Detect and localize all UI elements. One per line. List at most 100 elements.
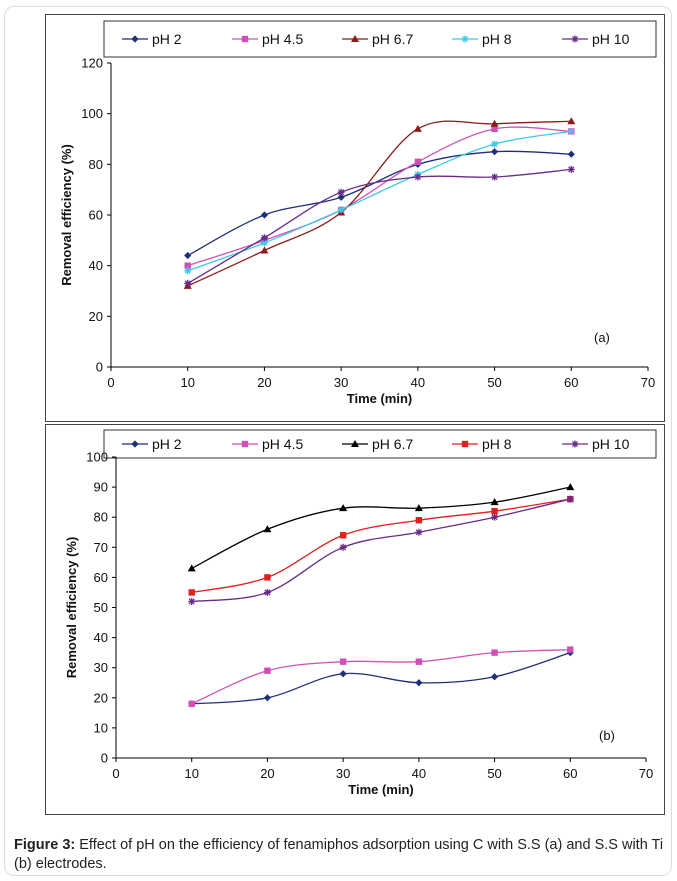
x-tick-label-b-6: 60: [563, 766, 577, 781]
panel-label-b: (b): [599, 728, 615, 743]
legend-item-a-3: pH 8: [452, 31, 512, 47]
series-line-b-4: [191, 498, 571, 603]
x-tick-label-b-0: 0: [112, 766, 119, 781]
data-point-b-1-5: [567, 646, 574, 653]
x-tick-label-a-7: 70: [641, 375, 655, 390]
data-point-a-3-2: [337, 206, 345, 214]
data-point-b-4-3: [415, 528, 423, 536]
x-tick-label-b-1: 10: [184, 766, 198, 781]
legend-marker-b-0: [131, 440, 139, 448]
data-point-b-4-2: [339, 543, 347, 551]
data-point-b-1-2: [339, 658, 347, 665]
data-point-a-4-5: [567, 165, 575, 173]
data-point-a-2-4: [490, 119, 499, 127]
legend-marker-b-1: [241, 440, 249, 448]
data-point-b-3-1: [264, 574, 271, 581]
chart-panel-a: pH 2 pH 4.5 pH 6.7 pH 8 pH 10 0 20 40 60 80 100 120…: [45, 14, 665, 422]
data-point-a-4-1: [260, 234, 268, 242]
series-line-b-0: [191, 652, 571, 705]
x-axis-title-b: Time (min): [348, 782, 414, 797]
legend-marker-a-1: [241, 35, 249, 43]
legend-marker-a-3: [461, 35, 469, 43]
series-line-b-2: [191, 486, 571, 569]
caption-label: Figure 3:: [14, 837, 76, 853]
legend-item-b-0: pH 2: [122, 436, 182, 452]
legend-marker-a-2: [351, 35, 359, 42]
data-point-b-2-2: [339, 504, 348, 512]
x-tick-label-a-2: 20: [257, 375, 271, 390]
legend-marker-b-3: [461, 440, 469, 448]
data-point-a-1-0: [184, 262, 191, 269]
x-tick-label-a-5: 50: [487, 375, 501, 390]
y-tick-label-b-3: 30: [94, 660, 108, 675]
data-point-a-3-4: [491, 140, 499, 148]
legend-label-b-1: pH 4.5: [262, 436, 303, 452]
y-tick-label-b-9: 90: [94, 480, 108, 495]
legend-label-b-3: pH 8: [482, 436, 512, 452]
y-tick-label-a-6: 120: [81, 56, 103, 71]
series-line-a-1: [187, 126, 572, 267]
x-tick-label-a-4: 40: [411, 375, 425, 390]
legend-label-b-0: pH 2: [152, 436, 182, 452]
data-point-a-3-5: [567, 127, 575, 135]
data-point-b-3-0: [188, 589, 195, 596]
x-tick-label-a-6: 60: [564, 375, 578, 390]
data-point-a-0-4: [490, 148, 499, 156]
data-point-b-1-1: [264, 667, 271, 674]
legend-label-a-3: pH 8: [482, 31, 512, 47]
data-point-a-0-2: [337, 193, 345, 201]
data-point-b-2-3: [414, 504, 423, 512]
legend-label-a-4: pH 10: [592, 31, 630, 47]
y-tick-label-a-4: 80: [89, 157, 103, 172]
y-tick-label-b-6: 60: [94, 570, 108, 585]
y-tick-label-b-10: 100: [86, 450, 108, 465]
data-point-b-2-5: [566, 483, 575, 491]
data-point-a-4-3: [414, 173, 422, 181]
y-tick-label-a-2: 40: [89, 258, 103, 273]
legend-item-a-4: pH 10: [562, 31, 630, 47]
y-axis-title-a: Removal efficiency (%): [59, 144, 74, 286]
legend-marker-b-4: [571, 440, 579, 448]
legend-marker-a-0: [131, 35, 139, 43]
legend-item-b-2: pH 6.7: [342, 436, 413, 452]
x-tick-label-b-3: 30: [336, 766, 350, 781]
data-point-a-1-4: [491, 125, 498, 133]
data-point-b-2-0: [187, 564, 196, 572]
x-tick-label-b-7: 70: [639, 766, 653, 781]
y-tick-label-a-3: 60: [89, 208, 103, 223]
data-point-b-2-4: [490, 498, 499, 506]
y-tick-label-b-4: 40: [94, 630, 108, 645]
data-point-b-1-4: [491, 649, 498, 656]
data-point-b-3-3: [415, 517, 423, 524]
data-point-a-4-4: [491, 173, 499, 181]
data-point-b-0-1: [263, 694, 272, 702]
legend-label-b-2: pH 6.7: [372, 436, 413, 452]
series-line-a-0: [187, 150, 572, 257]
y-tick-label-b-7: 70: [94, 540, 108, 555]
data-point-b-1-0: [188, 700, 195, 708]
data-point-b-1-3: [415, 658, 423, 665]
series-line-a-4: [187, 168, 572, 284]
legend-label-b-4: pH 10: [592, 436, 630, 452]
legend-item-b-3: pH 8: [452, 436, 512, 452]
legend-marker-a-4: [571, 35, 579, 43]
y-tick-label-b-1: 10: [94, 720, 108, 735]
data-point-a-3-1: [260, 239, 268, 247]
data-point-a-4-0: [184, 279, 192, 287]
y-axis-title-b: Removal efficiency (%): [64, 537, 79, 679]
x-tick-label-a-3: 30: [334, 375, 348, 390]
x-tick-label-b-5: 50: [487, 766, 501, 781]
series-line-b-3: [191, 498, 571, 594]
y-tick-label-a-0: 0: [96, 360, 103, 375]
data-point-b-0-3: [415, 679, 423, 687]
data-point-b-4-5: [566, 495, 574, 503]
legend-label-a-1: pH 4.5: [262, 31, 303, 47]
data-point-b-4-1: [263, 588, 271, 596]
data-point-b-4-4: [491, 513, 499, 521]
panel-label-a: (a): [594, 330, 610, 345]
chart-panel-b: pH 2 pH 4.5 pH 6.7 pH 8 pH 10 0 10 20 30 40 50 60 70…: [45, 424, 665, 815]
chart-b: pH 2 pH 4.5 pH 6.7 pH 8 pH 10 0 10 20 30 40 50 60 70…: [64, 429, 657, 797]
data-point-b-2-1: [263, 525, 272, 533]
y-tick-label-b-8: 80: [94, 510, 108, 525]
legend-label-a-0: pH 2: [152, 31, 182, 47]
